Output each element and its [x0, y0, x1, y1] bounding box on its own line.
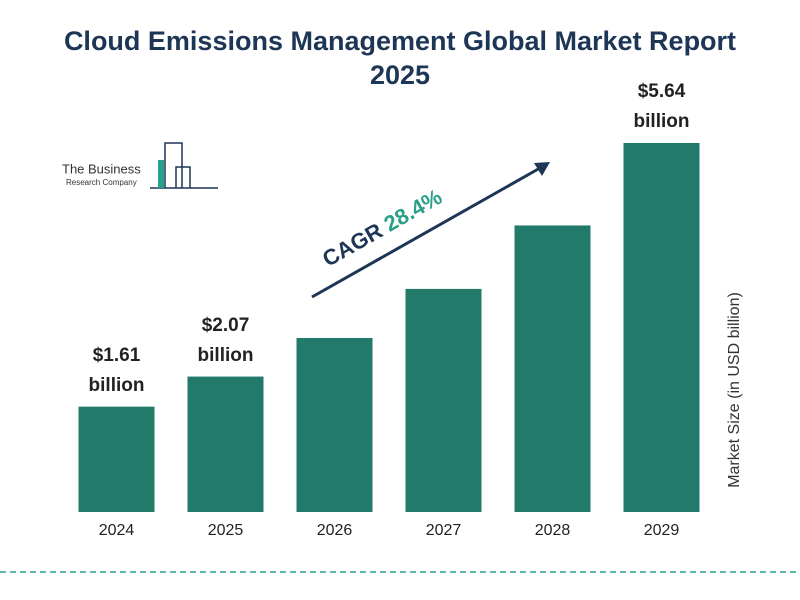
x-tick-label: 2028	[535, 522, 571, 539]
value-label: $2.07 billion	[197, 314, 254, 366]
x-tick-label: 2026	[317, 522, 353, 539]
cagr-arrow	[311, 166, 541, 299]
bar	[514, 225, 591, 513]
bar	[405, 288, 482, 512]
y-axis-label: Market Size (in USD billion)	[726, 292, 743, 488]
x-tick-label: 2029	[644, 522, 680, 539]
value-label: $5.64 billion	[633, 81, 690, 132]
cagr-value: 28.4%	[380, 184, 447, 237]
bar	[623, 143, 700, 512]
bar	[296, 337, 373, 512]
bar	[78, 406, 155, 512]
x-tick-label: 2027	[426, 522, 462, 539]
cagr-label: CAGR	[318, 218, 387, 272]
x-tick-label: 2025	[208, 522, 244, 539]
chart-title: Cloud Emissions Management Global Market…	[63, 26, 737, 90]
cagr-arrowhead	[534, 162, 550, 176]
bar	[187, 376, 264, 512]
value-label: $1.61 billion	[88, 344, 145, 396]
logo: The Business Research Company	[62, 142, 218, 189]
x-tick-label: 2024	[99, 522, 135, 539]
logo-text: The Business	[62, 161, 141, 176]
logo-text: Research Company	[66, 178, 137, 187]
